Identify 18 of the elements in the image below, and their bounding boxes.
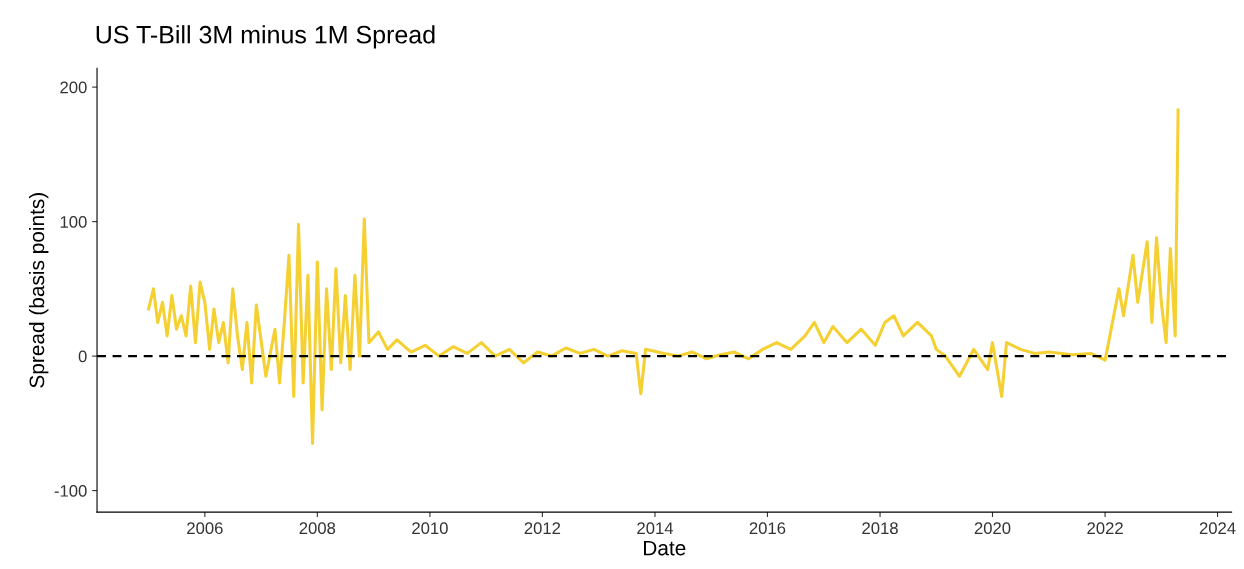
line-series (147, 108, 1180, 446)
x-tick-label: 2018 (862, 522, 898, 535)
x-tick-label: 2024 (1199, 522, 1236, 535)
x-tick-label: 2012 (524, 522, 561, 535)
y-axis-title: Spread (basis points) (28, 193, 49, 388)
x-tick-label: 2006 (187, 522, 223, 535)
y-tick-label: -100 (54, 484, 87, 497)
x-tick-label: 2014 (637, 522, 674, 535)
x-axis-title: Date (644, 540, 686, 556)
x-tick-label: 2010 (412, 522, 448, 535)
x-tick-label: 2008 (299, 522, 336, 535)
y-tick-label: 200 (60, 81, 87, 94)
y-tick-label: 100 (60, 216, 87, 228)
y-tick-label: 0 (78, 350, 87, 363)
x-tick-label: 2022 (1087, 522, 1123, 535)
x-tick-label: 2020 (974, 522, 1011, 535)
chart-title: US T-Bill 3M minus 1M Spread (96, 25, 435, 49)
x-tick-label: 2016 (749, 522, 786, 535)
